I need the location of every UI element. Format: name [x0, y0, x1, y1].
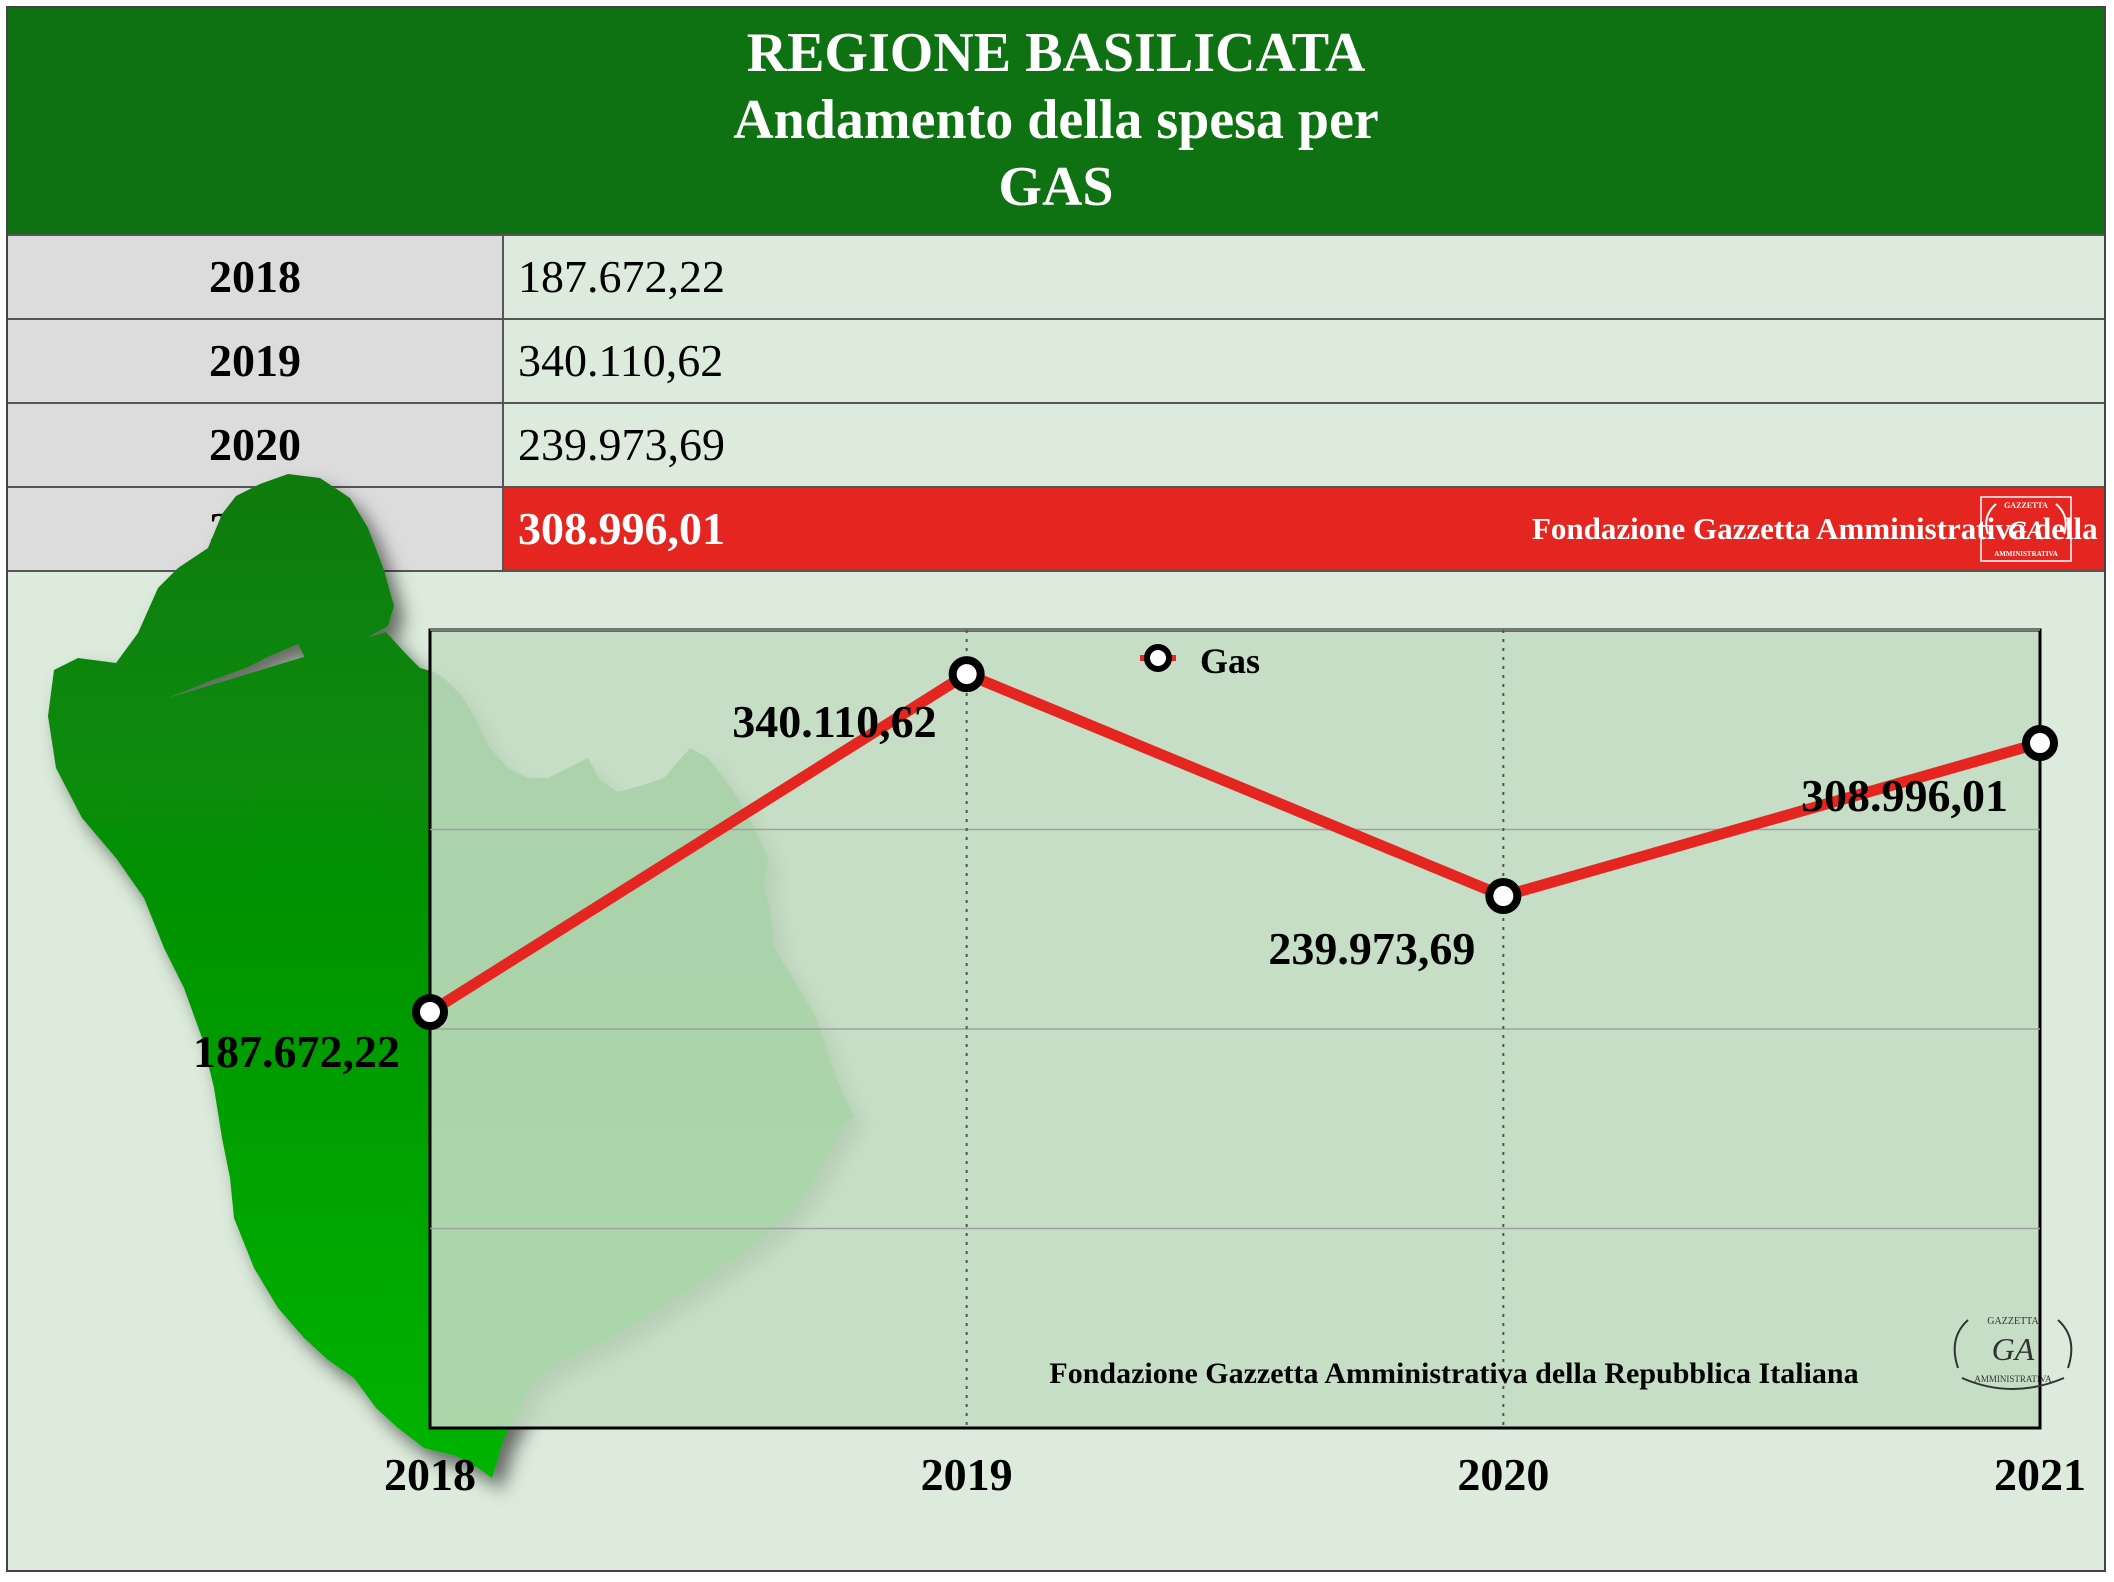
x-tick-label: 2020: [1457, 1449, 1549, 1500]
data-label: 187.672,22: [193, 1026, 400, 1077]
series-line: [427, 668, 2042, 1017]
header-title: REGIONE BASILICATA: [746, 22, 1366, 84]
year-cell: 2019: [8, 320, 504, 402]
gridlines: [430, 629, 2040, 1428]
ga-logo-icon: GAZZETTA GA AMMINISTRATIVA: [1980, 496, 2072, 562]
legend-marker: [1144, 644, 1172, 672]
data-point: [948, 656, 985, 693]
line-chart: Fondazione Gazzetta Amministrativa della…: [48, 474, 2086, 1500]
legend-label: Gas: [1200, 641, 1260, 681]
infographic-frame: REGIONE BASILICATA Andamento della spesa…: [6, 6, 2106, 1572]
year-cell: 2018: [8, 236, 504, 318]
x-axis-labels: 2018 2019 2020 2021: [384, 1449, 2086, 1500]
x-tick-label: 2018: [384, 1449, 476, 1500]
highlight-value: 308.996,01: [518, 503, 725, 554]
watermark-text: Fondazione Gazzetta Amministrativa della…: [1049, 1357, 1858, 1390]
header-subtitle: Andamento della spesa per: [733, 89, 1379, 151]
legend: Gas: [1140, 641, 1260, 681]
header-topic: GAS: [998, 156, 1114, 218]
page-header: REGIONE BASILICATA Andamento della spesa…: [8, 8, 2104, 236]
data-point: [412, 993, 448, 1030]
x-tick-label: 2021: [1994, 1449, 2086, 1500]
table-row: 2018 187.672,22: [8, 236, 2104, 320]
data-label: 340.110,62: [732, 696, 936, 747]
logo-bottom-text: AMMINISTRATIVA: [1994, 550, 2058, 558]
watermark-logo-bottom-text: AMMINISTRATIVA: [1974, 1374, 2052, 1384]
logo-top-text: GAZZETTA: [2004, 501, 2048, 510]
watermark-logo-main-text: GA: [1992, 1331, 2035, 1367]
data-point: [2022, 725, 2058, 762]
value-cell-highlight: 308.996,01 Fondazione Gazzetta Amministr…: [504, 488, 2104, 570]
value-cell: 340.110,62: [504, 320, 2104, 402]
data-point: [1485, 878, 1522, 915]
data-table: 2018 187.672,22 2019 340.110,62 2020 239…: [8, 236, 2104, 572]
table-row: 2019 340.110,62: [8, 320, 2104, 404]
series-gas: 187.672,22 340.110,62 239.973,69 308.996,01: [193, 656, 2058, 1077]
value-cell: 239.973,69: [504, 404, 2104, 486]
logo-main-text: GA: [2008, 516, 2044, 545]
foundation-credit: Fondazione Gazzetta Amministrativa della…: [1532, 511, 2104, 546]
x-tick-label: 2019: [921, 1449, 1013, 1500]
value-cell: 187.672,22: [504, 236, 2104, 318]
data-label: 239.973,69: [1268, 923, 1475, 974]
watermark-logo-icon: GAZZETTA GA AMMINISTRATIVA: [1953, 1316, 2073, 1390]
watermark-logo-top-text: GAZZETTA: [1987, 1316, 2039, 1327]
year-cell: 2020: [8, 404, 504, 486]
table-row: 2020 239.973,69: [8, 404, 2104, 488]
data-label: 308.996,01: [1801, 770, 2008, 821]
